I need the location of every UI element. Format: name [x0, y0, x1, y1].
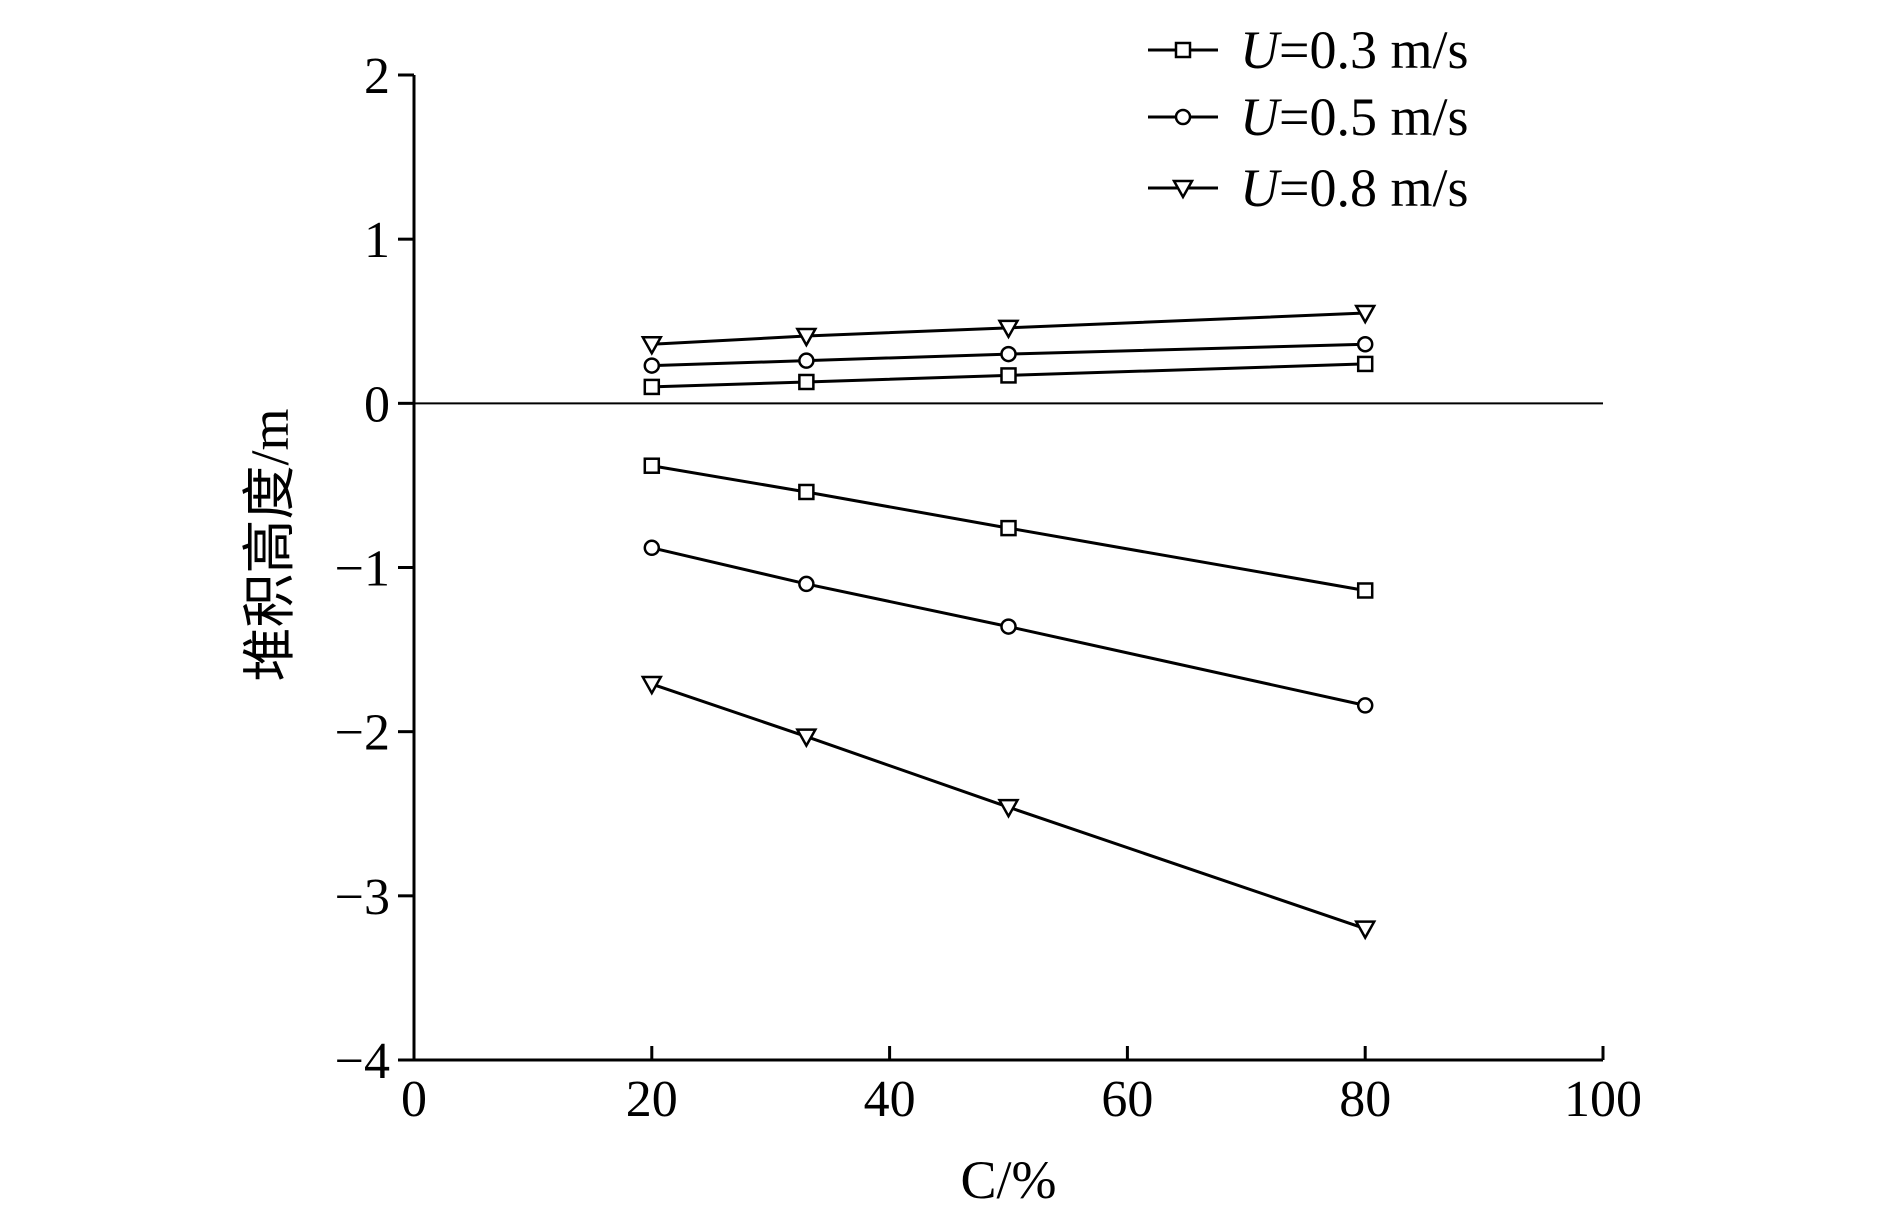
data-point	[1000, 519, 1017, 537]
y-axis-title: 堆积高度/m	[240, 408, 300, 681]
legend-label-prefix: U	[1240, 87, 1282, 147]
series-line	[651, 311, 1366, 346]
y-tick-label: −1	[335, 541, 390, 598]
series-5	[643, 539, 1374, 714]
data-point	[643, 457, 661, 474]
data-point	[997, 319, 1020, 340]
data-point	[1000, 345, 1017, 363]
series-line	[651, 546, 1366, 707]
data-point	[643, 378, 661, 396]
axes	[412, 75, 1603, 1062]
data-point	[1000, 367, 1017, 384]
series-line	[651, 682, 1366, 931]
y-tick-label: −4	[335, 1033, 390, 1090]
legend-item: U=0.5 m/s	[1148, 87, 1468, 147]
x-axis-title: C/%	[960, 1150, 1056, 1210]
data-point	[798, 483, 815, 501]
series-2	[643, 335, 1374, 374]
data-point	[798, 575, 815, 593]
y-tick-label: −2	[335, 705, 390, 762]
legend-label-prefix: U	[1240, 20, 1282, 80]
ticks: 210−1−2−3−40 20 40 60 80 100	[335, 48, 1642, 1128]
data-point	[1354, 920, 1377, 941]
data-point	[798, 352, 815, 369]
x-tick-label: 0	[401, 1071, 427, 1128]
series-6	[640, 675, 1377, 941]
data-point	[997, 798, 1020, 819]
x-tick-label: 20	[626, 1071, 678, 1128]
y-tick-label: 1	[364, 212, 390, 269]
series-3	[640, 304, 1377, 356]
data-point	[643, 357, 661, 374]
legend-label: U=0.3 m/s	[1240, 20, 1468, 80]
legend-label-text: =0.3 m/s	[1279, 20, 1468, 80]
data-point	[1356, 355, 1374, 373]
series-layer	[640, 304, 1377, 941]
legend-item: U=0.8 m/s	[1148, 158, 1468, 218]
data-point	[1356, 335, 1374, 353]
data-point	[795, 327, 818, 348]
data-point	[1356, 697, 1374, 714]
legend-label-text: =0.8 m/s	[1279, 158, 1468, 218]
legend-label: U=0.5 m/s	[1240, 87, 1468, 147]
legend-marker	[1174, 41, 1192, 59]
data-point	[795, 728, 818, 749]
data-point	[1356, 582, 1374, 599]
series-line	[651, 464, 1366, 592]
legend-marker	[1171, 179, 1195, 200]
data-point	[640, 335, 663, 356]
y-tick-label: −3	[335, 869, 390, 926]
legend-marker	[1174, 108, 1192, 126]
data-point	[798, 373, 815, 391]
series-line	[651, 362, 1366, 389]
data-point	[1000, 618, 1017, 635]
y-tick-label: 2	[364, 48, 390, 105]
series-line	[651, 342, 1366, 368]
legend-label-prefix: U	[1240, 158, 1282, 218]
legend-item: U=0.3 m/s	[1148, 20, 1468, 80]
series-4	[643, 457, 1374, 599]
legend-label: U=0.8 m/s	[1240, 158, 1468, 218]
series-1	[643, 355, 1374, 396]
y-tick-label: 0	[364, 376, 390, 433]
data-point	[640, 675, 663, 696]
x-tick-label: 100	[1564, 1071, 1642, 1128]
legend: U=0.3 m/sU=0.5 m/sU=0.8 m/s	[1148, 20, 1468, 218]
data-point	[643, 539, 661, 557]
x-tick-label: 40	[864, 1071, 916, 1128]
x-tick-label: 60	[1101, 1071, 1153, 1128]
x-tick-label: 80	[1339, 1071, 1391, 1128]
data-point	[1354, 304, 1377, 325]
legend-label-text: =0.5 m/s	[1279, 87, 1468, 147]
